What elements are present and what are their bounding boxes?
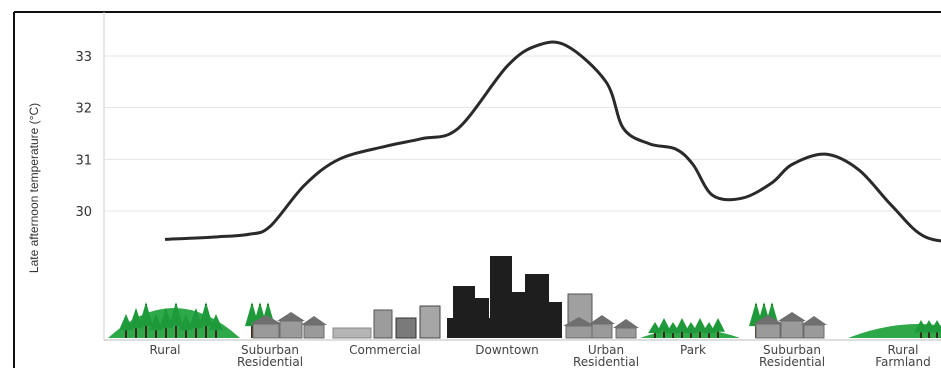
x-category-label: Downtown bbox=[475, 343, 538, 357]
building-icon bbox=[395, 317, 417, 339]
temperature-series-line bbox=[164, 40, 941, 243]
tree-icon bbox=[119, 314, 133, 338]
building-icon bbox=[419, 305, 441, 339]
building-icon bbox=[453, 286, 475, 338]
tree-icon bbox=[189, 308, 203, 338]
x-category-label: Suburban Residential bbox=[759, 343, 825, 368]
x-category-label: Commercial bbox=[349, 343, 421, 357]
y-tick-label: 33 bbox=[75, 50, 92, 65]
tree-icon bbox=[129, 308, 143, 338]
tree-icon bbox=[149, 314, 163, 338]
building-icon bbox=[373, 309, 393, 339]
tree-icon bbox=[159, 308, 173, 338]
house-icon bbox=[277, 312, 305, 339]
x-category-label: Rural bbox=[149, 343, 180, 357]
y-tick-label: 30 bbox=[75, 205, 92, 220]
building-icon bbox=[490, 256, 512, 338]
house-icon bbox=[589, 315, 615, 339]
house-icon bbox=[801, 316, 827, 339]
y-axis-label: Late afternoon temperature (°C) bbox=[27, 103, 41, 273]
house-icon bbox=[778, 312, 806, 339]
tree-icon bbox=[657, 318, 671, 338]
tree-icon bbox=[209, 314, 223, 338]
house-icon bbox=[301, 316, 327, 339]
y-tick-label: 31 bbox=[75, 153, 92, 168]
tree-icon bbox=[711, 318, 725, 338]
x-category-label: Park bbox=[680, 343, 706, 357]
building-icon bbox=[525, 274, 549, 338]
house-icon bbox=[563, 317, 595, 339]
tree-icon bbox=[675, 318, 689, 338]
building-icon bbox=[471, 298, 489, 338]
tree-icon bbox=[139, 302, 153, 338]
building-icon bbox=[512, 292, 528, 338]
house-icon bbox=[613, 319, 639, 339]
x-category-label: Suburban Residential bbox=[237, 343, 303, 368]
y-tick-label: 32 bbox=[75, 102, 92, 117]
tree-icon bbox=[169, 302, 183, 338]
building-icon bbox=[332, 327, 372, 339]
tree-icon bbox=[179, 314, 193, 338]
x-category-label: Rural Farmland bbox=[875, 343, 930, 368]
building-icon bbox=[546, 302, 562, 338]
tree-icon bbox=[693, 318, 707, 338]
tree-icon bbox=[930, 320, 941, 338]
x-category-label: Urban Residential bbox=[573, 343, 639, 368]
house-icon bbox=[753, 315, 783, 339]
house-icon bbox=[250, 315, 282, 339]
tree-icon bbox=[199, 302, 213, 338]
